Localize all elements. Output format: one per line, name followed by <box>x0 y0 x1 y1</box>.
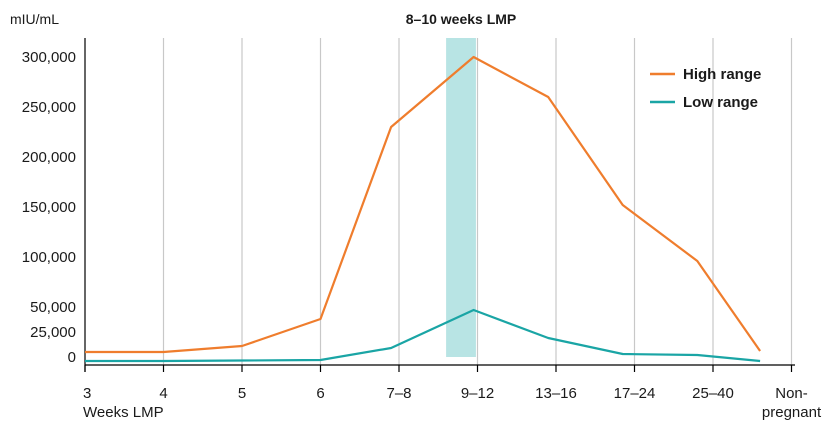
x-tick-label: 7–8 <box>386 385 411 402</box>
y-tick-label: 200,000 <box>22 149 76 166</box>
x-tick-label: 4 <box>159 385 167 402</box>
x-tick-label: 3 <box>83 385 91 402</box>
x-tick-label: 9–12 <box>461 385 494 402</box>
x-axis-ticks: 3 Weeks LMP 4 5 6 7–8 9–12 13–16 17–24 25–40 Non-p… <box>83 365 822 421</box>
x-tick-sublabel: pregnant <box>762 404 822 421</box>
y-tick-label: 100,000 <box>22 249 76 266</box>
x-tick-label: Non- <box>775 385 808 402</box>
y-axis-ticks: 300,000 250,000 200,000 150,000 100,000 50,00… <box>22 49 76 366</box>
y-tick-label: 150,000 <box>22 199 76 216</box>
y-tick-label: 250,000 <box>22 99 76 116</box>
y-unit-label: mIU/mL <box>10 11 59 27</box>
low-range-line <box>85 310 760 361</box>
y-tick-label: 50,000 <box>30 299 76 316</box>
y-tick-label: 0 <box>68 349 76 366</box>
x-tick-label: 13–16 <box>535 385 577 402</box>
x-tick-sublabel: Weeks LMP <box>83 404 164 421</box>
x-tick-label: 25–40 <box>692 385 734 402</box>
x-tick-label: 6 <box>316 385 324 402</box>
legend-label-low: Low range <box>683 94 758 111</box>
highlight-band <box>446 38 476 357</box>
y-tick-label: 300,000 <box>22 49 76 66</box>
grid-lines <box>164 38 792 365</box>
legend: High range Low range <box>650 66 761 111</box>
x-tick-label: 17–24 <box>614 385 656 402</box>
highlight-label: 8–10 weeks LMP <box>406 11 517 27</box>
y-tick-label: 25,000 <box>30 324 76 341</box>
legend-label-high: High range <box>683 66 761 83</box>
x-tick-label: 5 <box>238 385 246 402</box>
